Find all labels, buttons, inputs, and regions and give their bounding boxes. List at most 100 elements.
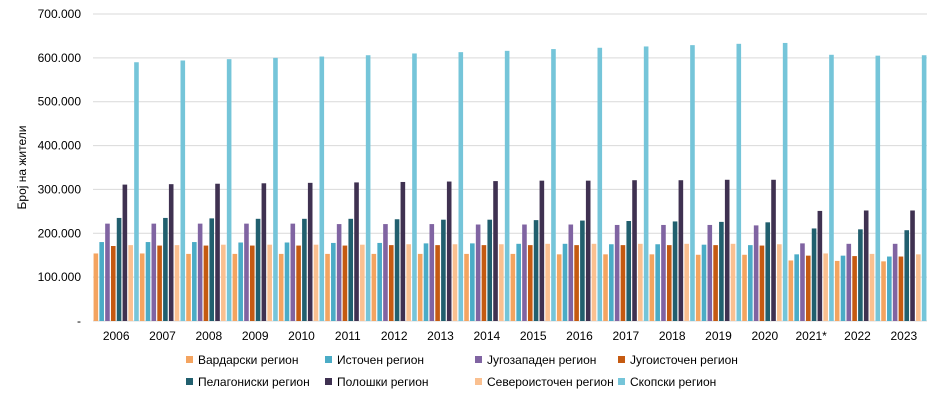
bar — [319, 56, 325, 321]
bar — [249, 245, 255, 321]
bar — [887, 256, 892, 321]
bar — [458, 52, 464, 322]
bar — [406, 244, 411, 321]
bar — [504, 50, 510, 322]
bar — [93, 253, 99, 321]
bar — [348, 218, 354, 321]
bar — [904, 230, 910, 321]
y-axis-ticks: - 100.000 200.000 300.000 400.000 500.000 600.… — [38, 7, 82, 328]
bar — [736, 43, 742, 322]
bar — [609, 244, 614, 321]
x-tick-label: 2017 — [612, 329, 639, 343]
legend-label: Југоисточен регион — [630, 353, 738, 367]
bar — [713, 245, 718, 321]
bar — [811, 228, 817, 321]
bar — [829, 54, 834, 322]
bar — [759, 245, 765, 321]
bar — [771, 179, 776, 321]
bar — [232, 253, 238, 321]
bar — [522, 224, 527, 321]
bar — [585, 180, 591, 321]
bar — [661, 224, 666, 321]
bar — [284, 242, 290, 321]
bar — [441, 219, 446, 321]
bar — [377, 242, 382, 321]
bar — [307, 182, 313, 321]
bar — [869, 253, 875, 321]
bar — [203, 245, 209, 321]
bar — [591, 243, 597, 321]
bar — [632, 180, 637, 321]
x-tick-label: 2012 — [381, 329, 408, 343]
bar — [313, 244, 319, 321]
bar — [620, 245, 626, 321]
y-tick-label: 500.000 — [38, 95, 82, 109]
legend-swatch — [618, 356, 625, 363]
legend-item: Скопски регион — [618, 375, 716, 389]
legend-label: Источен регион — [337, 353, 424, 367]
x-tick-label: 2011 — [335, 329, 361, 343]
legend-label: Југозападен регион — [487, 353, 596, 367]
bar — [261, 183, 267, 321]
legend-swatch — [186, 356, 193, 363]
bar — [394, 219, 400, 321]
y-axis-title: Број на жители — [15, 126, 29, 210]
bar — [533, 220, 539, 321]
bar — [360, 244, 365, 321]
legend-label: Полошки регион — [337, 375, 429, 389]
bar — [690, 45, 695, 321]
x-tick-label: 2010 — [288, 329, 315, 343]
bar — [892, 243, 898, 321]
legend-item: Југозападен регион — [475, 353, 596, 367]
y-tick-label: 600.000 — [38, 51, 82, 65]
bar — [858, 229, 863, 321]
x-tick-label: 2009 — [242, 329, 269, 343]
bar — [551, 49, 556, 321]
bar — [678, 180, 684, 321]
bar — [116, 217, 122, 321]
legend-item: Пелагониски регион — [186, 375, 310, 389]
bar — [626, 221, 632, 321]
bar — [354, 182, 359, 321]
bar — [649, 254, 655, 321]
bar — [122, 184, 128, 321]
x-tick-label: 2014 — [473, 329, 500, 343]
bar — [881, 261, 886, 321]
bar — [423, 243, 429, 321]
bar — [446, 181, 452, 321]
bar — [192, 242, 197, 321]
bar — [580, 220, 585, 321]
bar — [174, 245, 180, 321]
bar — [145, 242, 151, 321]
bar — [921, 55, 927, 322]
x-tick-label: 2007 — [149, 329, 176, 343]
bar — [834, 260, 840, 321]
bar — [464, 253, 469, 321]
bar — [800, 243, 805, 321]
bar — [452, 244, 458, 321]
legend-swatch — [325, 378, 332, 385]
bar — [244, 223, 249, 321]
bar — [110, 246, 116, 321]
legend-label: Пелагониски регион — [198, 375, 310, 389]
x-tick-label: 2019 — [705, 329, 732, 343]
bar — [221, 244, 226, 321]
bar — [105, 223, 110, 321]
legend-label: Скопски регион — [630, 375, 716, 389]
bar — [730, 243, 736, 321]
bar — [255, 218, 261, 321]
bar — [365, 55, 371, 322]
bar — [325, 253, 330, 321]
bar — [134, 62, 139, 321]
bar — [672, 221, 678, 321]
bar — [151, 223, 157, 321]
bar — [666, 245, 672, 321]
bar — [684, 243, 689, 321]
bar — [614, 224, 620, 321]
y-tick-label: - — [77, 314, 81, 328]
bar — [180, 60, 186, 321]
bar — [128, 245, 133, 321]
bar — [226, 59, 232, 322]
x-axis-ticks: 2006 2007 2008 2009 2010 2011 2012 2013 2014 2015… — [103, 329, 918, 343]
y-tick-label: 700.000 — [38, 7, 82, 21]
